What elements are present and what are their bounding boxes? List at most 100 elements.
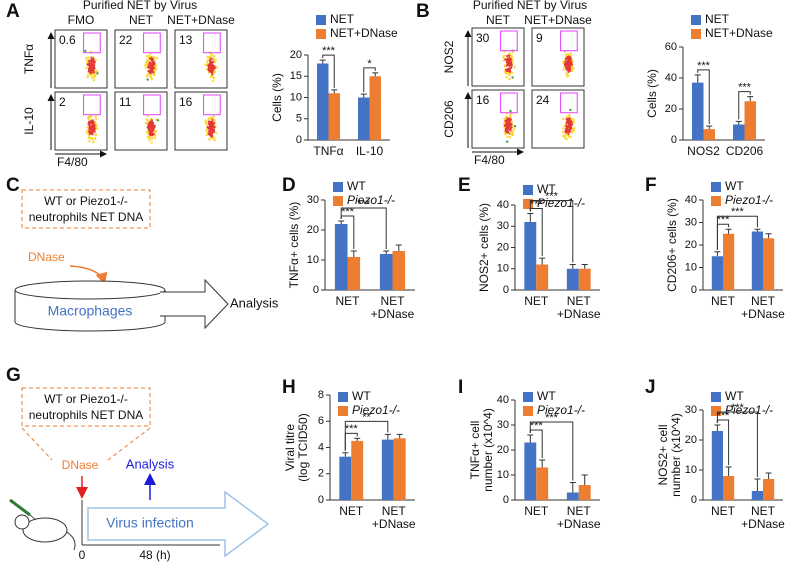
bar — [566, 492, 579, 500]
event-dot — [506, 68, 509, 71]
event-dot — [209, 67, 212, 70]
event-dot — [509, 66, 512, 70]
legend-swatch — [316, 29, 326, 39]
event-dot — [209, 75, 213, 78]
y-tick-label: 10 — [685, 261, 697, 273]
event-dot — [90, 122, 94, 125]
event-dot — [84, 57, 87, 60]
event-dot — [570, 65, 574, 68]
legend-swatch — [523, 406, 533, 416]
legend-label: WT — [537, 389, 556, 403]
event-dot — [213, 60, 217, 64]
gate — [203, 94, 221, 116]
event-dot — [513, 125, 517, 128]
event-dot — [511, 76, 514, 79]
event-dot — [92, 123, 96, 127]
box-text: neutrophils NET DNA — [29, 408, 144, 422]
y-tick-label: 6 — [318, 415, 324, 427]
bar — [723, 233, 735, 290]
gate — [143, 32, 161, 54]
event-dot — [150, 119, 153, 122]
event-dot — [570, 63, 573, 66]
legend-label: WT — [537, 182, 556, 196]
x-tick-label: NOS2 — [687, 144, 720, 158]
row-label: NOS2 — [442, 40, 456, 73]
event-dot — [92, 140, 95, 144]
y-axis-label: Viral titre — [283, 424, 297, 471]
event-dot — [94, 118, 97, 121]
event-dot — [566, 65, 569, 69]
event-dot — [213, 138, 216, 142]
y-tick-label: 40 — [497, 199, 509, 211]
event-dot — [504, 68, 508, 71]
box-text: WT or Piezo1-/- — [44, 392, 128, 406]
event-dot — [508, 52, 511, 55]
bar — [393, 438, 406, 500]
bar — [703, 129, 715, 140]
significance-label: *** — [357, 198, 371, 210]
bar — [751, 491, 763, 500]
event-dot — [562, 135, 565, 138]
dna-box — [21, 387, 151, 427]
bar — [763, 479, 775, 500]
panel-label: F — [645, 175, 657, 196]
event-dot — [150, 141, 153, 144]
event-dot — [505, 122, 509, 126]
event-dot — [506, 130, 510, 134]
event-dot — [569, 136, 572, 139]
panel-label: E — [458, 175, 471, 196]
event-dot — [506, 127, 510, 130]
event-dot — [146, 130, 149, 133]
legend-swatch — [338, 406, 348, 416]
bar — [723, 476, 735, 500]
gate-percent: 11 — [119, 95, 132, 109]
significance-label: *** — [731, 402, 745, 414]
event-dot — [564, 128, 568, 131]
gate — [83, 32, 101, 54]
column-header: NET — [486, 13, 511, 27]
legend-swatch — [711, 196, 721, 206]
event-dot — [209, 123, 212, 126]
event-dot — [209, 62, 212, 65]
y-tick-label: 5 — [296, 113, 302, 125]
event-dot — [563, 133, 567, 136]
legend-swatch — [333, 182, 343, 192]
event-dot — [88, 66, 91, 70]
y-tick-label: 30 — [685, 216, 697, 228]
panel-label: A — [6, 1, 20, 22]
event-dot — [568, 67, 571, 70]
process-label: Virus infection — [106, 515, 194, 531]
event-dot — [508, 118, 512, 121]
event-dot — [156, 119, 160, 122]
bar — [369, 76, 381, 140]
event-dot — [570, 123, 574, 126]
y-axis-label: NOS2+ cell — [656, 424, 670, 485]
x-tick-label: NET — [382, 504, 407, 518]
legend-swatch — [333, 196, 343, 206]
event-dot — [565, 138, 568, 141]
event-dot — [508, 54, 511, 57]
legend-swatch — [691, 29, 701, 39]
event-dot — [506, 140, 509, 143]
significance-bracket — [697, 69, 710, 125]
gate-percent: 0.6 — [59, 33, 76, 47]
event-dot — [92, 71, 96, 74]
gate — [143, 94, 161, 116]
event-dot — [563, 65, 566, 69]
legend-label: Piezo1-/- — [352, 403, 400, 417]
event-dot — [150, 133, 153, 136]
event-dot — [214, 58, 218, 61]
gate-percent: 30 — [476, 31, 490, 45]
gate-percent: 16 — [476, 93, 490, 107]
panel-label: G — [6, 365, 21, 386]
event-dot — [510, 120, 513, 124]
dish-top — [14, 280, 166, 300]
legend-swatch — [711, 392, 721, 402]
event-dot — [568, 125, 571, 128]
event-dot — [511, 51, 514, 54]
event-dot — [206, 61, 209, 65]
box-text: WT or Piezo1-/- — [44, 194, 128, 208]
y-tick-label: 0 — [318, 494, 324, 506]
event-dot — [569, 52, 572, 55]
event-dot — [152, 71, 155, 74]
